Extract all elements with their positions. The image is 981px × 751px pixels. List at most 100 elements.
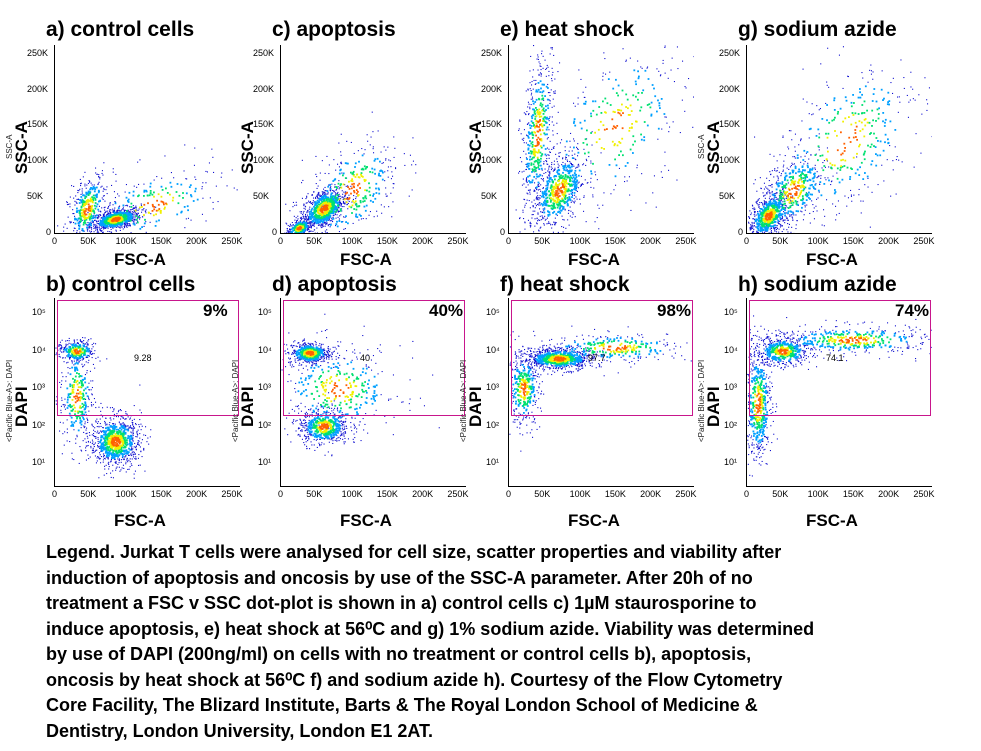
scatter-point [573, 198, 575, 200]
scatter-point [595, 113, 598, 116]
scatter-point [590, 172, 593, 175]
scatter-point [180, 183, 183, 186]
scatter-point [374, 172, 376, 175]
scatter-point [764, 227, 766, 230]
scatter-point [89, 199, 92, 201]
scatter-point [297, 226, 299, 228]
scatter-point [807, 162, 809, 164]
scatter-point [525, 168, 527, 170]
scatter-point [786, 195, 788, 197]
scatter-point [577, 174, 580, 177]
scatter-point [330, 199, 333, 202]
scatter-point [90, 215, 93, 217]
scatter-point [287, 231, 289, 233]
scatter-point [533, 110, 536, 113]
scatter-point [202, 182, 204, 184]
scatter-point [315, 222, 318, 225]
scatter-point [551, 48, 553, 50]
scatter-point [758, 198, 760, 200]
scatter-point [771, 186, 773, 188]
scatter-point [653, 87, 655, 90]
scatter-point [547, 204, 550, 207]
scatter-point [209, 197, 211, 199]
scatter-point [548, 120, 550, 122]
scatter-point [73, 213, 75, 215]
scatter-point [393, 156, 395, 158]
scatter-point [74, 217, 76, 220]
scatter-point [541, 215, 543, 217]
scatter-point [756, 231, 758, 233]
scatter-point [353, 191, 356, 194]
scatter-point [338, 210, 340, 212]
scatter-point [779, 218, 781, 220]
scatter-point [573, 140, 575, 142]
scatter-point [808, 178, 811, 181]
scatter-point [767, 188, 769, 190]
scatter-point [542, 218, 544, 220]
scatter-point [290, 228, 293, 231]
scatter-point [551, 227, 553, 229]
scatter-point [158, 219, 160, 222]
scatter-point [809, 193, 812, 196]
scatter-point [151, 193, 154, 196]
scatter-point [787, 207, 790, 209]
scatter-point [620, 109, 623, 112]
scatter-point [525, 180, 527, 182]
scatter-point [544, 190, 547, 193]
scatter-point [322, 192, 324, 194]
scatter-point [82, 176, 84, 178]
scatter-point [779, 226, 781, 228]
scatter-point [309, 201, 311, 203]
scatter-point [303, 228, 305, 231]
scatter-point [531, 179, 534, 182]
scatter-point [345, 215, 347, 218]
scatter-point [336, 197, 338, 200]
scatter-point [155, 213, 157, 216]
scatter-point [780, 208, 783, 211]
scatter-point [306, 202, 308, 204]
scatter-point [801, 166, 804, 168]
scatter-point [663, 113, 666, 115]
scatter-point [563, 191, 566, 193]
scatter-point [830, 181, 832, 183]
scatter-point [795, 172, 797, 175]
scatter-point [305, 202, 307, 204]
scatter-point [141, 211, 143, 213]
scatter-point [78, 202, 81, 204]
scatter-point [530, 90, 532, 92]
scatter-point [329, 200, 332, 203]
scatter-point [536, 124, 538, 127]
scatter-point [542, 179, 544, 181]
scatter-point [540, 167, 543, 170]
scatter-point [571, 177, 574, 180]
scatter-point [564, 184, 566, 187]
scatter-point [545, 105, 547, 108]
scatter-point [542, 83, 545, 86]
scatter-point [656, 68, 658, 70]
scatter-point [769, 193, 771, 195]
scatter-point [170, 185, 173, 188]
scatter-point [319, 179, 321, 181]
scatter-point [535, 107, 537, 109]
scatter-point [94, 188, 97, 191]
scatter-point [533, 190, 535, 192]
scatter-point [652, 192, 654, 194]
scatter-point [340, 151, 342, 153]
scatter-point [552, 98, 554, 100]
scatter-point [190, 219, 192, 221]
scatter-point [542, 120, 545, 122]
scatter-point [786, 219, 788, 221]
scatter-point [312, 200, 314, 202]
scatter-point [545, 172, 547, 174]
scatter-point [585, 164, 587, 166]
scatter-point [336, 194, 339, 196]
scatter-point [93, 184, 95, 186]
scatter-point [143, 225, 145, 227]
scatter-point [97, 231, 99, 233]
scatter-point [130, 206, 133, 208]
scatter-point [562, 167, 565, 170]
scatter-point [544, 168, 546, 170]
scatter-point [815, 153, 817, 155]
scatter-point [569, 162, 571, 164]
scatter-point [557, 201, 560, 204]
